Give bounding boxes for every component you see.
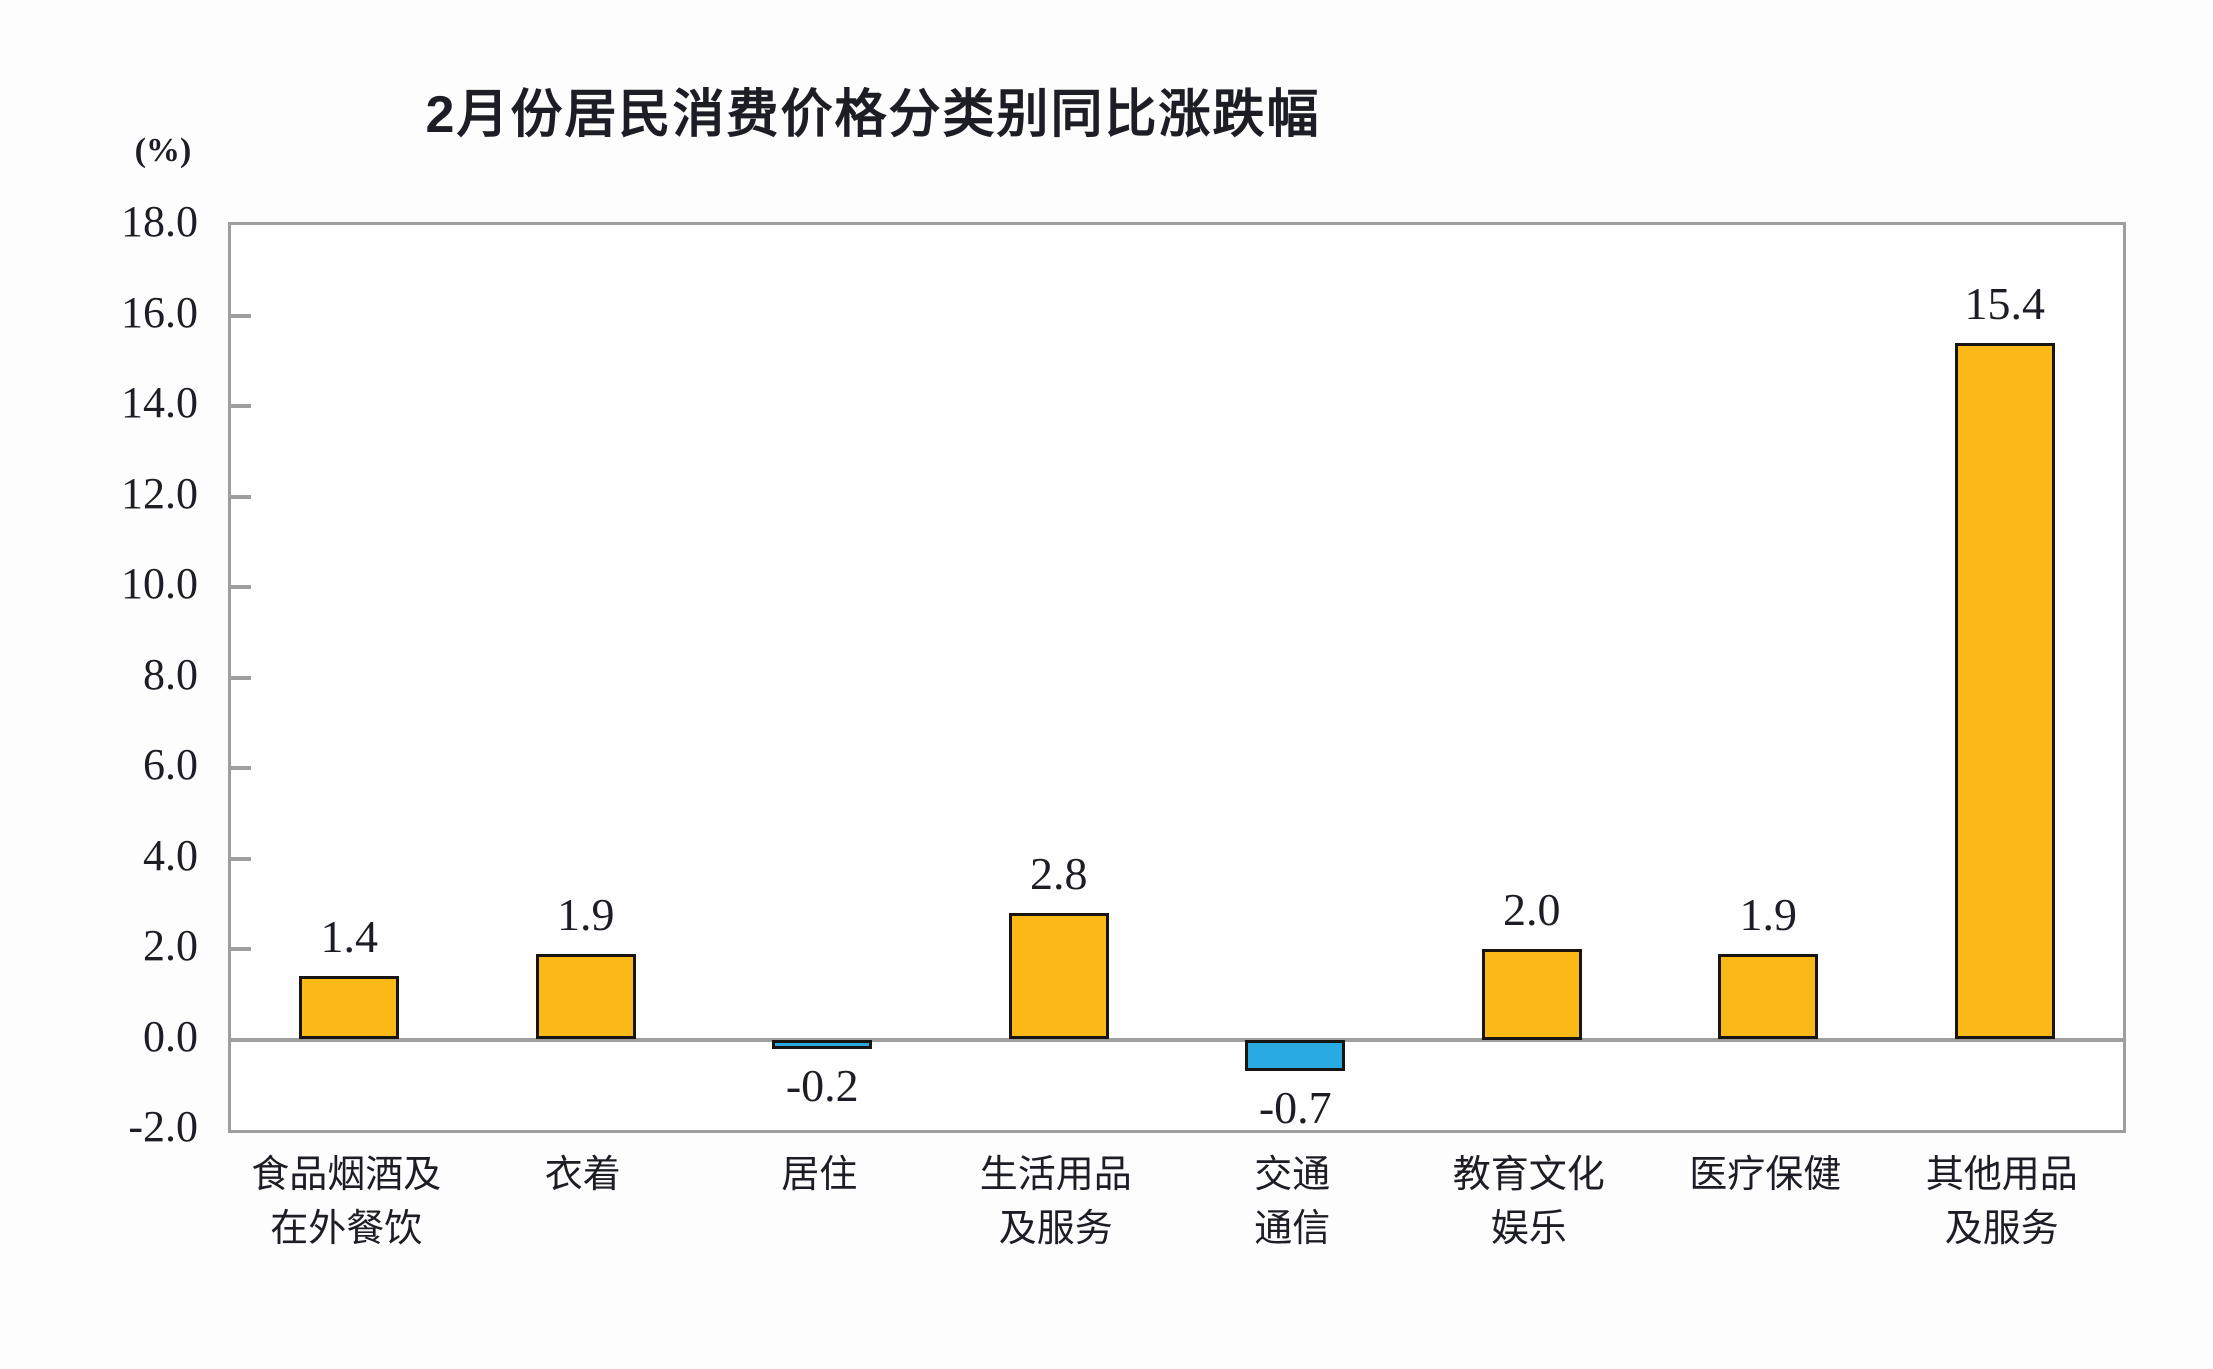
plot-area: 1.4 1.9 -0.2 2.8 -0.7 2.0 1.9 15.4 [228,222,2126,1133]
bar [1245,1039,1346,1072]
bar-value-label: 2.8 [1030,847,1088,899]
y-axis-tick-label: 18.0 [121,197,198,246]
y-axis-tick-label: 0.0 [143,1011,198,1061]
y-axis-tick-mark [231,404,251,408]
bar-value-label: 1.4 [320,911,379,963]
bar-value-label: -0.2 [785,1059,859,1111]
x-axis-category-label: 交通 通信 [1254,1154,1331,1250]
x-axis-category-label: 教育文化 娱乐 [1452,1154,1605,1250]
x-axis-category-label: 居住 [781,1154,858,1196]
bar [1718,953,1819,1040]
x-axis-category-label: 生活用品 及服务 [979,1154,1132,1250]
y-axis-tick-mark [231,675,251,680]
bar [535,953,636,1040]
bar-value-label: 1.9 [1739,888,1798,940]
bar [1008,912,1109,1040]
x-axis-category-label: 医疗保健 [1689,1154,1842,1196]
y-axis-tick-label: -2.0 [128,1102,198,1151]
bar [772,1039,873,1049]
y-axis-tick-label: 2.0 [143,921,198,970]
y-axis-tick-mark [231,313,251,318]
y-axis-tick-label: 12.0 [121,468,198,518]
bar [1481,949,1582,1040]
y-axis-tick-label: 10.0 [121,559,198,608]
y-axis-tick-label: 16.0 [121,287,198,337]
bar-value-label: -0.7 [1258,1082,1332,1134]
bar-value-label: 2.0 [1503,884,1561,935]
y-axis-unit-label: (%) [134,132,192,169]
y-axis-tick-label: 14.0 [121,378,198,427]
y-axis-tick-label: 4.0 [143,830,198,880]
x-axis-category-label: 食品烟酒及 在外餐饮 [251,1154,442,1250]
x-axis-category-label: 衣着 [544,1154,621,1196]
y-axis-tick-label: 8.0 [143,649,198,699]
y-axis-tick-mark [231,947,251,951]
bar-value-label: 1.9 [557,888,615,940]
y-axis-tick-mark [231,766,251,770]
chart-title: 2月份居民消费价格分类别同比涨跌幅 [425,86,1321,144]
y-axis-tick-mark [231,856,251,861]
y-axis-tick-mark [231,494,251,499]
y-axis-tick-mark [231,585,251,589]
bar [1954,342,2055,1040]
y-axis-tick-label: 6.0 [143,740,198,789]
zero-baseline [231,1037,2123,1042]
bar [299,976,400,1040]
x-axis-category-label: 其他用品 及服务 [1925,1154,2078,1250]
bar-value-label: 15.4 [1964,277,2046,329]
